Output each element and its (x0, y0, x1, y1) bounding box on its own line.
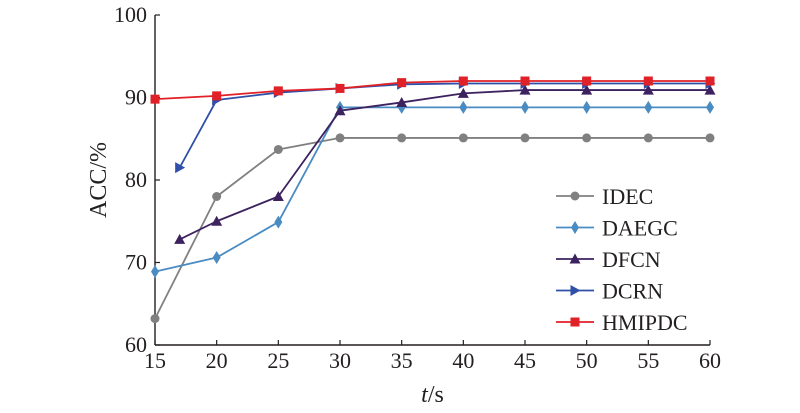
x-tick-label: 40 (452, 348, 474, 373)
legend-marker-dfcn (569, 253, 581, 264)
data-point-dfcn (211, 215, 223, 226)
data-point-hmipdc (335, 83, 345, 93)
data-point-dfcn (519, 84, 531, 95)
data-point-hmipdc (582, 76, 592, 86)
data-point-hmipdc (150, 94, 160, 104)
legend: IDEC DAEGC DFCN DCRN HMIPDC (556, 184, 688, 335)
data-point-hmipdc (458, 76, 468, 86)
data-point-daegc (274, 215, 283, 229)
data-point-idec (705, 133, 715, 143)
x-tick-label: 15 (144, 348, 166, 373)
data-point-hmipdc (397, 78, 407, 88)
data-point-hmipdc (705, 76, 715, 86)
x-tick-label: 55 (637, 348, 659, 373)
legend-marker-daegc (571, 221, 579, 234)
series-dfcn (174, 84, 716, 244)
series-layer (150, 76, 716, 324)
legend-label-idec: IDEC (602, 184, 653, 209)
legend-item-idec: IDEC (556, 184, 653, 209)
data-point-dfcn (396, 96, 408, 107)
y-tick-label: 60 (125, 332, 147, 357)
x-tick-label: 60 (699, 348, 721, 373)
x-axis-label-unit: /s (428, 382, 444, 408)
series-line-dfcn (179, 89, 710, 241)
data-point-daegc (151, 265, 159, 279)
legend-label-dfcn: DFCN (602, 247, 661, 272)
data-point-hmipdc (520, 76, 530, 86)
data-point-idec (212, 192, 222, 201)
data-point-daegc (521, 100, 529, 114)
x-tick-label: 25 (267, 348, 289, 373)
legend-marker-idec (570, 191, 580, 201)
data-point-idec (582, 133, 592, 143)
y-tick-label: 90 (125, 85, 147, 110)
data-point-daegc (644, 100, 653, 114)
data-point-daegc (582, 100, 591, 114)
data-point-dfcn (581, 84, 593, 95)
data-point-dfcn (457, 87, 469, 98)
data-point-hmipdc (643, 76, 653, 86)
x-axis-label-variable: t (421, 382, 429, 408)
axes: 15 20 25 30 35 40 45 50 55 60 60 70 80 90 100 (114, 2, 721, 373)
y-axis-label: ACC/% (86, 142, 112, 218)
data-point-daegc (212, 251, 221, 265)
data-point-idec (335, 133, 345, 143)
y-tick-label: 80 (125, 167, 147, 192)
data-point-idec (458, 133, 468, 143)
legend-item-daegc: DAEGC (556, 216, 678, 241)
x-tick-label: 30 (329, 348, 351, 373)
data-point-dfcn (174, 233, 186, 244)
series-line-hmipdc (154, 80, 710, 101)
series-hmipdc (150, 76, 715, 104)
data-point-idec (643, 133, 653, 143)
series-line-daegc (154, 106, 710, 273)
legend-label-dcrn: DCRN (602, 279, 663, 304)
data-point-hmipdc (212, 91, 222, 101)
y-tick-label: 70 (125, 250, 147, 275)
legend-item-dfcn: DFCN (556, 247, 661, 272)
x-tick-label: 45 (514, 348, 536, 373)
data-point-dfcn (704, 84, 716, 95)
legend-marker-dcrn (570, 285, 581, 296)
data-point-idec (397, 133, 407, 143)
legend-item-hmipdc: HMIPDC (556, 310, 688, 335)
series-idec (150, 133, 715, 324)
data-point-dcrn (175, 162, 186, 174)
legend-label-hmipdc: HMIPDC (602, 310, 688, 335)
legend-marker-hmipdc (570, 317, 580, 327)
data-point-idec (520, 133, 530, 143)
data-point-daegc (706, 100, 714, 114)
data-point-dfcn (272, 191, 284, 201)
x-tick-label: 50 (576, 348, 598, 373)
data-point-dfcn (642, 84, 654, 95)
legend-label-daegc: DAEGC (602, 216, 678, 241)
x-axis-label: t/s (421, 382, 444, 408)
data-point-daegc (459, 100, 468, 114)
data-point-idec (150, 314, 160, 324)
x-tick-label: 35 (391, 348, 413, 373)
data-point-dfcn (334, 105, 346, 116)
data-point-idec (273, 144, 283, 154)
y-tick-label: 100 (114, 2, 147, 27)
x-tick-label: 20 (206, 348, 228, 373)
series-line-dcrn (178, 82, 710, 169)
legend-item-dcrn: DCRN (556, 279, 663, 304)
data-point-hmipdc (273, 86, 283, 96)
series-line-idec (154, 137, 710, 320)
